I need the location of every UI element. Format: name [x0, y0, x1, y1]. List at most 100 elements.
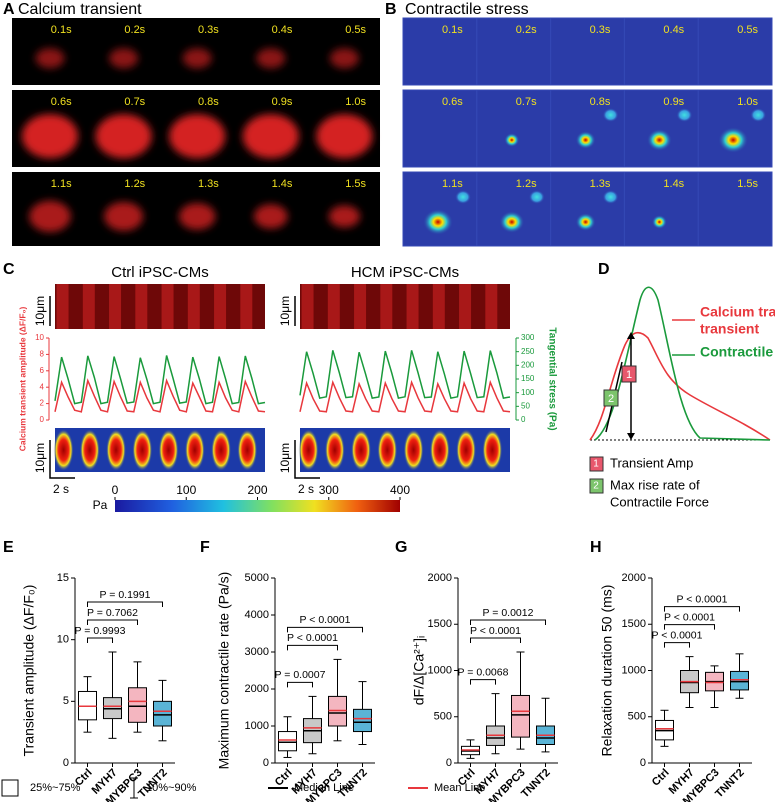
time-label: 0.8s [198, 96, 219, 108]
y-tick-label: 8 [40, 350, 45, 359]
time-label: 0.1s [442, 24, 463, 36]
cell-image [182, 48, 212, 69]
y-tick-label: 0 [40, 415, 45, 424]
trace [299, 379, 511, 413]
stress-spot [646, 129, 672, 151]
y2-tick-label: 200 [521, 360, 535, 369]
colorbar-tick-label: 0 [112, 483, 119, 497]
kymo-spot [53, 429, 74, 471]
kymo-spot [429, 429, 450, 471]
kymo-spot [211, 429, 232, 471]
cell-image [329, 48, 359, 69]
kymo-stripe [240, 284, 253, 329]
y-tick-label: 6 [40, 366, 45, 375]
stress-spot [528, 190, 545, 204]
y-tick-label: 5000 [245, 572, 269, 584]
y-tick-label: 0 [640, 757, 646, 769]
stress-spot [750, 108, 767, 122]
scale-bar [294, 440, 320, 479]
stress-spot [423, 209, 453, 235]
curve-label: Contractile stress [700, 344, 775, 360]
y2-tick-label: 150 [521, 374, 535, 383]
stress-spot [602, 108, 619, 122]
bracket [287, 681, 313, 688]
frame [697, 89, 773, 168]
image-row [403, 18, 772, 85]
kymo-stripe [214, 284, 227, 329]
y-axis-label: Calcium transient amplitude (ΔF/F₀) [17, 307, 27, 452]
colorbar-tick-label: 400 [390, 483, 410, 497]
box [278, 731, 297, 752]
y-tick-label: 2 [40, 399, 45, 408]
colorbar-tick-label: 100 [176, 483, 196, 497]
p-value: P = 0.9993 [75, 625, 126, 637]
panel-letter: D [598, 261, 610, 278]
y-tick-label: 0 [63, 757, 69, 769]
time-label: 0.5s [737, 24, 758, 36]
legend-text: Mean Line [434, 782, 485, 794]
cell-image [328, 205, 361, 228]
time-label: 0.2s [124, 24, 145, 36]
time-label: 1.0s [345, 96, 366, 108]
kymo-stripe [187, 284, 200, 329]
panel-letter: F [200, 539, 210, 556]
y-tick-label: 1000 [622, 664, 646, 676]
box [353, 708, 372, 733]
kymo-spot [456, 429, 477, 471]
panel-title: Contractile stress [405, 1, 529, 18]
y2-tick-label: 50 [521, 401, 530, 410]
stress-spot [499, 211, 525, 233]
kymo-spot [482, 429, 503, 471]
y-tick-label: 1000 [245, 720, 269, 732]
kymo-stripe [135, 284, 148, 329]
y-tick-label: 1500 [428, 618, 452, 630]
time-label: 0.5s [345, 24, 366, 36]
y-tick-label: 15 [57, 572, 69, 584]
panel-letter: B [385, 1, 397, 18]
y2-axis-label: Tangential stress (Pa) [546, 327, 557, 430]
bracket [87, 601, 163, 607]
panel-letter: C [3, 261, 15, 278]
key-text: Max rise rate of [610, 477, 700, 492]
y2-tick-label: 100 [521, 388, 535, 397]
kymo-spot [184, 429, 205, 471]
time-label: 1.2s [516, 178, 537, 190]
bracket [287, 626, 363, 633]
p-value: P < 0.0001 [664, 611, 715, 623]
legend-text: 10%~90% [146, 782, 197, 794]
time-label: 0.4s [272, 24, 293, 36]
p-value: P = 0.7062 [87, 607, 138, 619]
time-label: 0.7s [124, 96, 145, 108]
panel-letter: A [3, 1, 15, 18]
p-value: P < 0.0001 [287, 632, 338, 644]
bracket [287, 644, 338, 651]
stress-spot [455, 190, 471, 204]
kymo-stripe [354, 284, 367, 329]
bracket [470, 619, 546, 625]
time-label: 0.9s [272, 96, 293, 108]
scale-label: 2 s [298, 482, 314, 496]
scale-label: 10μm [278, 296, 292, 326]
box [128, 687, 147, 723]
frame [697, 171, 773, 247]
p-value: P = 0.0068 [458, 666, 509, 678]
p-value: P = 0.0007 [275, 669, 326, 681]
legend-text: Median Line [294, 782, 354, 794]
svg-text:transient: transient [700, 321, 759, 337]
y-axis-label: Relaxation duration 50 (ms) [599, 585, 615, 757]
p-value: P = 0.0012 [483, 607, 534, 619]
key-text: Contractile Force [610, 494, 709, 509]
time-label: 1.3s [198, 178, 219, 190]
panel-title: Calcium transient [18, 1, 142, 18]
p-value: P = 0.1991 [100, 589, 151, 601]
kymo-spot [351, 429, 372, 471]
time-label: 1.5s [737, 178, 758, 190]
stress-spot [718, 127, 749, 153]
kymo-stripe [56, 284, 69, 329]
p-value: P < 0.0001 [677, 593, 728, 605]
cell-image [178, 203, 216, 230]
bracket [470, 637, 521, 643]
y-axis-label: dF/Δ[Ca²⁺]ᵢ [411, 636, 427, 706]
kymo-spot [298, 429, 319, 471]
time-label: 1.1s [51, 178, 72, 190]
